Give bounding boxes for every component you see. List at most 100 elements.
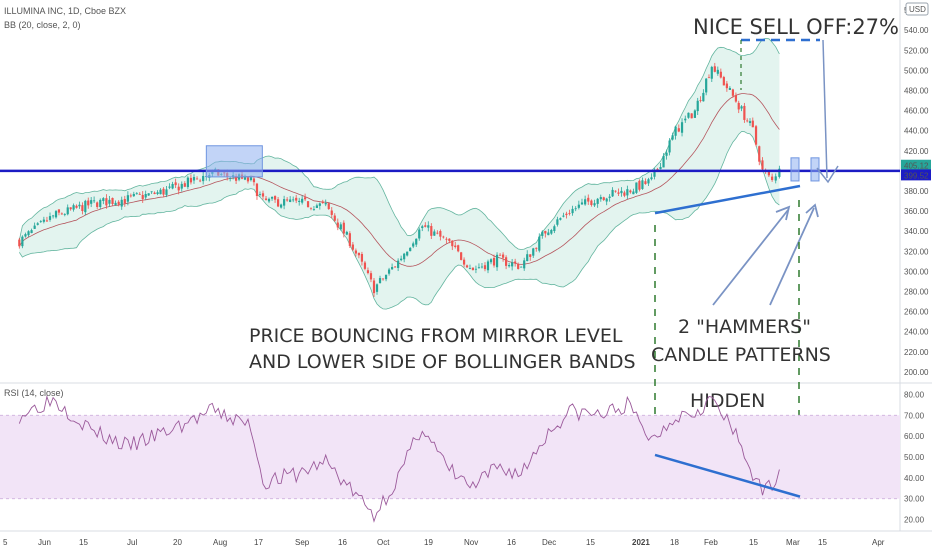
candle [409, 247, 412, 252]
candle [180, 181, 183, 192]
candle-body [656, 168, 659, 170]
candle [696, 97, 699, 115]
candle-body [523, 260, 526, 269]
candle [719, 68, 722, 79]
candle-body [477, 267, 481, 269]
candle [562, 212, 565, 218]
candle [547, 228, 550, 236]
candle [333, 213, 336, 222]
candle-body [442, 236, 445, 238]
candle-body [541, 231, 544, 236]
candle [273, 195, 277, 203]
candle-body [650, 177, 653, 180]
candle-body [147, 193, 150, 196]
candle-body [199, 180, 202, 182]
candle-body [283, 199, 286, 206]
candle [309, 207, 313, 211]
candle-body [526, 254, 529, 262]
candle-body [761, 160, 764, 170]
candle-body [474, 268, 478, 270]
candle-body [641, 180, 644, 189]
candle-body [687, 112, 690, 118]
candle [330, 207, 333, 219]
candle-body [448, 238, 451, 241]
candle [771, 173, 774, 182]
symbol-title: ILLUMINA INC, 1D, Cboe BZX [4, 6, 127, 16]
hammers-annotation-line2: CANDLE PATTERNS [651, 344, 831, 366]
candle [111, 197, 114, 206]
candle-body [120, 199, 123, 207]
candle [123, 195, 126, 207]
candle-body [108, 199, 111, 204]
candle-body [372, 280, 376, 294]
hammer-arrow-1-head [775, 205, 791, 221]
candle-body [366, 270, 370, 274]
candle-body [333, 215, 336, 221]
candle-body [409, 247, 412, 252]
candle [252, 176, 256, 186]
candle [84, 199, 87, 216]
candle [135, 192, 138, 195]
candle-body [577, 204, 580, 208]
candle-body [21, 236, 24, 247]
candle [186, 176, 189, 190]
candle-body [483, 265, 487, 270]
candle-body [153, 192, 156, 195]
candle-body [303, 197, 307, 200]
candle-body [674, 126, 677, 136]
candle [199, 178, 202, 183]
rsi-tick-label: 40.00 [904, 474, 925, 483]
candle-body [599, 197, 602, 200]
candle [439, 229, 442, 241]
candle-body [713, 66, 716, 72]
time-tick-label: 2021 [632, 538, 650, 547]
candle [120, 196, 123, 210]
candle [93, 196, 96, 204]
candle [511, 258, 514, 271]
candle-body [439, 231, 442, 237]
candle-body [684, 118, 687, 121]
candle [258, 191, 262, 197]
candle [486, 259, 490, 274]
time-tick-label: Dec [542, 538, 556, 547]
price-tick-label: 420.00 [904, 147, 929, 156]
candle-body [255, 183, 259, 197]
price-tick-label: 380.00 [904, 187, 929, 196]
candle [774, 173, 777, 184]
candle [656, 167, 659, 170]
level-price-tag [901, 169, 931, 181]
price-tick-label: 320.00 [904, 247, 929, 256]
candle-body [638, 180, 641, 190]
candle-body [562, 215, 565, 217]
candle [605, 197, 608, 206]
candle [348, 231, 351, 248]
candle-body [381, 278, 385, 280]
price-tick-label: 360.00 [904, 207, 929, 216]
candle [445, 237, 448, 244]
candle [620, 187, 623, 197]
candle-body [751, 120, 754, 128]
time-tick-label: 15 [586, 538, 595, 547]
candle-body [517, 264, 520, 269]
candle [483, 262, 487, 272]
candle [270, 196, 274, 201]
candle-body [547, 232, 550, 236]
candle-body [48, 216, 52, 220]
candle-body [78, 204, 81, 207]
time-tick-label: Jun [38, 538, 51, 547]
candle-body [312, 209, 316, 211]
candle-body [69, 207, 72, 210]
candle-body [574, 208, 577, 210]
candle [147, 193, 150, 196]
candle-body [117, 201, 120, 205]
candle-body [722, 77, 725, 86]
hammers-annotation-line1: 2 "HAMMERS" [678, 316, 811, 338]
candle-body [162, 188, 165, 195]
candle-body [632, 191, 635, 195]
candle [535, 247, 538, 252]
time-tick-label: Jul [127, 538, 137, 547]
candle-body [354, 250, 357, 254]
candle-body [339, 224, 342, 230]
candle-body [298, 200, 301, 203]
